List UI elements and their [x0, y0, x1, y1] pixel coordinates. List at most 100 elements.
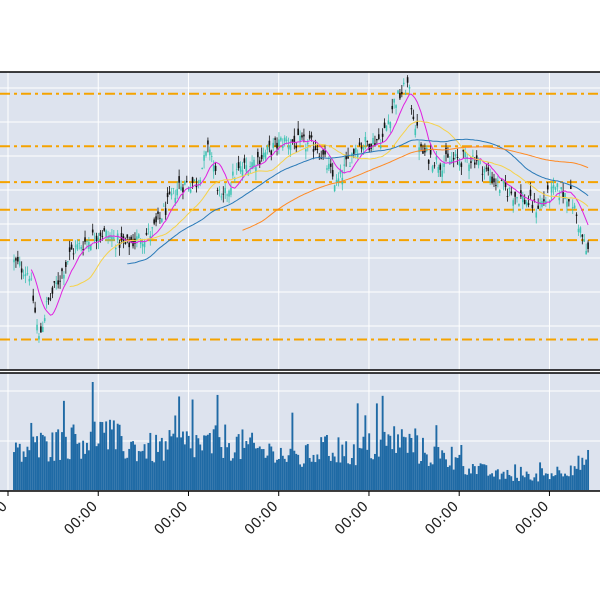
volume-bar	[28, 450, 31, 490]
volume-bar	[393, 426, 396, 490]
candle-body	[224, 187, 226, 194]
candle-body	[283, 137, 286, 142]
candle-body	[516, 196, 518, 199]
candle-body	[527, 203, 530, 205]
candle-body	[330, 163, 332, 167]
candle-body	[53, 281, 56, 283]
candle-body	[437, 166, 440, 173]
candle-body	[153, 219, 155, 224]
candle-body	[120, 233, 123, 240]
volume-bar	[514, 464, 517, 490]
candle-body	[151, 227, 154, 229]
volume-bar	[34, 442, 37, 490]
volume-bar	[406, 452, 409, 490]
volume-bar	[208, 433, 211, 490]
candle-body	[130, 236, 132, 243]
volume-bar	[554, 475, 557, 490]
volume-bar	[448, 465, 451, 490]
candle-body	[458, 161, 461, 166]
volume-bar	[579, 469, 582, 490]
volume-bar	[460, 444, 463, 490]
volume-bar	[254, 448, 257, 490]
candle-body	[93, 240, 96, 242]
volume-bar	[295, 453, 298, 490]
volume-bar	[276, 459, 278, 490]
volume-bar	[500, 473, 503, 490]
candle-body	[525, 201, 528, 206]
volume-bar	[462, 466, 465, 490]
candle-body	[49, 298, 52, 300]
volume-bar	[139, 451, 142, 490]
volume-bar	[350, 458, 353, 490]
volume-bar	[379, 439, 382, 490]
volume-bar	[135, 461, 138, 490]
candle-body	[314, 146, 317, 150]
candle-body	[268, 140, 271, 146]
candle-body	[180, 186, 182, 191]
volume-bar	[420, 461, 422, 490]
moving-average-line	[242, 146, 589, 231]
volume-bar	[270, 446, 273, 490]
candle-body	[13, 259, 15, 263]
volume-bar	[516, 477, 518, 490]
volume-bar	[320, 437, 323, 490]
volume-bar	[310, 461, 313, 490]
volume-bar	[504, 478, 507, 490]
volume-bar	[180, 437, 182, 490]
volume-bar	[548, 479, 551, 490]
candle-body	[504, 182, 507, 188]
candle-body	[475, 155, 478, 162]
x-tick-label: 00:00	[422, 499, 462, 539]
volume-bar	[479, 463, 482, 490]
candle-body	[197, 181, 200, 183]
volume-bar	[569, 465, 572, 490]
volume-bar	[537, 481, 540, 490]
candle-body	[585, 250, 587, 255]
volume-bar	[109, 419, 111, 490]
candle-body	[84, 237, 86, 242]
candle-body	[251, 162, 253, 170]
volume-bar	[62, 400, 65, 490]
volume-bar	[36, 436, 38, 490]
candle-body	[239, 166, 242, 172]
price-panel-background	[0, 72, 600, 370]
volume-bar	[539, 462, 542, 490]
candle-body	[445, 147, 447, 155]
volume-bar	[560, 473, 563, 490]
volume-bar	[224, 424, 227, 490]
candle-body	[295, 145, 298, 149]
volume-bar	[291, 412, 294, 490]
volume-bar	[541, 468, 543, 490]
volume-bar	[496, 469, 499, 490]
candle-body	[107, 236, 109, 239]
volume-bar	[498, 479, 501, 490]
volume-bar	[375, 403, 378, 490]
volume-bar	[55, 432, 58, 490]
volume-bar	[72, 424, 75, 490]
candle-body	[65, 262, 67, 268]
volume-bar	[216, 394, 219, 490]
candle-body	[282, 145, 284, 148]
volume-bar	[324, 436, 326, 490]
candle-body	[141, 243, 144, 247]
volume-bar	[93, 421, 96, 490]
volume-bar	[218, 437, 221, 490]
candle-body	[301, 135, 303, 138]
candle-body	[583, 239, 586, 242]
volume-bar	[468, 468, 470, 490]
volume-bar	[45, 441, 48, 490]
candle-body	[381, 133, 384, 137]
x-tick-label: 00:00	[151, 499, 191, 539]
volume-bar	[304, 445, 307, 490]
candle-body	[258, 160, 261, 165]
candle-body	[318, 156, 321, 158]
volume-bar	[245, 441, 248, 490]
volume-bar	[30, 422, 33, 490]
volume-bar	[487, 475, 490, 490]
volume-bar	[151, 460, 154, 490]
candle-body	[147, 228, 150, 230]
volume-bar	[174, 415, 177, 490]
candle-body	[324, 150, 326, 155]
candle-body	[427, 159, 430, 164]
volume-bar	[544, 473, 547, 490]
